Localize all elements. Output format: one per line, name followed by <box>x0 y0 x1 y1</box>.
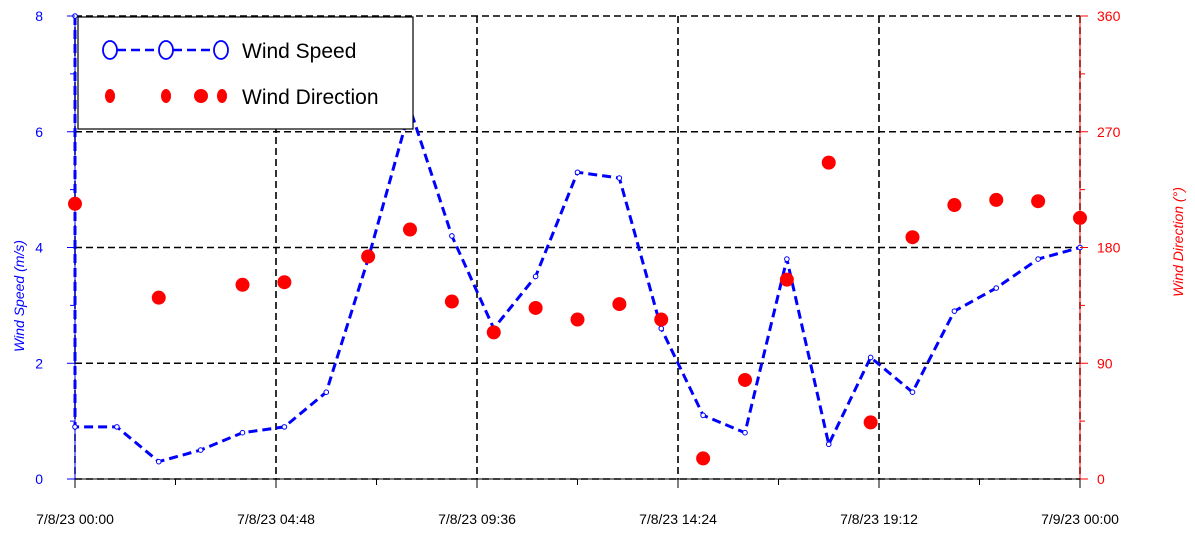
legend-speed-label: Wind Speed <box>242 40 356 63</box>
wind-direction-point <box>277 275 292 290</box>
legend-box <box>77 16 414 130</box>
legend-direction-label: Wind Direction <box>242 86 379 109</box>
y-axis-right-label: Wind Direction (°) <box>1170 187 1186 297</box>
legend-direction-marker <box>217 89 227 103</box>
wind-speed-point <box>449 233 455 239</box>
wind-speed-point <box>951 308 958 314</box>
wind-direction-point <box>654 312 669 327</box>
wind-direction-point <box>528 300 543 315</box>
legend-speed-marker <box>213 40 229 60</box>
wind-speed-point <box>825 441 832 448</box>
y-left-tick-label: 6 <box>35 124 43 140</box>
legend-direction-marker <box>194 89 208 103</box>
series-wind-direction <box>68 60 1087 466</box>
wind-speed-point <box>658 325 665 332</box>
wind-speed-point <box>909 389 916 395</box>
wind-speed-point <box>867 354 874 361</box>
x-tick-label: 7/8/23 04:48 <box>237 511 315 527</box>
y-right-tick-label: 270 <box>1097 124 1121 140</box>
wind-direction-point <box>779 272 794 287</box>
wind-direction-point <box>361 249 376 264</box>
wind-speed-point <box>1035 256 1041 262</box>
y-right-tick-label: 90 <box>1097 355 1113 371</box>
x-tick-label: 7/9/23 00:00 <box>1041 511 1119 527</box>
wind-direction-point <box>1073 210 1087 225</box>
wind-speed-point <box>742 429 748 436</box>
wind-speed-point <box>239 429 246 436</box>
wind-direction-point <box>68 196 82 211</box>
wind-speed-point <box>532 273 539 280</box>
wind-speed-point <box>197 447 204 453</box>
wind-direction-point <box>696 451 711 466</box>
wind-direction-point <box>444 294 459 309</box>
wind-direction-point <box>570 312 585 327</box>
wind-direction-point <box>947 198 962 213</box>
legend-direction-marker <box>105 89 115 103</box>
legend-speed-marker <box>102 40 118 60</box>
wind-direction-point <box>863 415 878 430</box>
wind-direction-point <box>821 155 836 170</box>
y-right-tick-label: 360 <box>1097 8 1121 24</box>
wind-direction-point <box>738 372 752 387</box>
legend-direction-marker <box>161 89 171 103</box>
legend: Wind Speed Wind Direction <box>77 16 414 130</box>
y-left-tick-label: 2 <box>35 355 43 371</box>
wind-direction-point <box>989 192 1004 207</box>
y-left-tick-label: 4 <box>35 240 43 256</box>
wind-direction-point <box>1031 194 1046 209</box>
x-tick-label: 7/8/23 19:12 <box>840 511 918 527</box>
wind-speed-point <box>993 285 1000 291</box>
y-axis-left-label: Wind Speed (m/s) <box>11 240 27 352</box>
wind-speed-line <box>73 16 1081 464</box>
wind-speed-point <box>700 412 706 419</box>
wind-speed-point <box>323 389 330 395</box>
wind-direction-point <box>486 325 501 340</box>
wind-speed-point <box>784 256 790 262</box>
ticks: 7/8/23 00:00 7/8/23 04:48 7/8/23 09:36 7/8/… <box>35 8 1120 527</box>
y-right-tick-label: 0 <box>1097 471 1105 487</box>
wind-speed-point <box>114 424 120 430</box>
wind-speed-point <box>72 424 78 430</box>
x-tick-label: 7/8/23 14:24 <box>639 511 717 527</box>
wind-direction-point <box>612 297 627 312</box>
wind-speed-point <box>574 169 581 176</box>
y-left-tick-label: 0 <box>35 471 43 487</box>
x-tick-label: 7/8/23 00:00 <box>36 511 114 527</box>
wind-speed-point <box>616 175 623 181</box>
y-right-tick-label: 180 <box>1097 240 1121 256</box>
x-tick-label: 7/8/23 09:36 <box>438 511 516 527</box>
wind-direction-point <box>403 222 417 237</box>
wind-direction-point <box>151 290 166 305</box>
wind-speed-point <box>281 424 288 430</box>
wind-direction-point <box>235 277 250 292</box>
y-left-tick-label: 8 <box>35 8 43 24</box>
legend-speed-marker <box>158 40 174 60</box>
wind-direction-point <box>905 230 920 245</box>
wind-speed-point <box>155 458 162 465</box>
